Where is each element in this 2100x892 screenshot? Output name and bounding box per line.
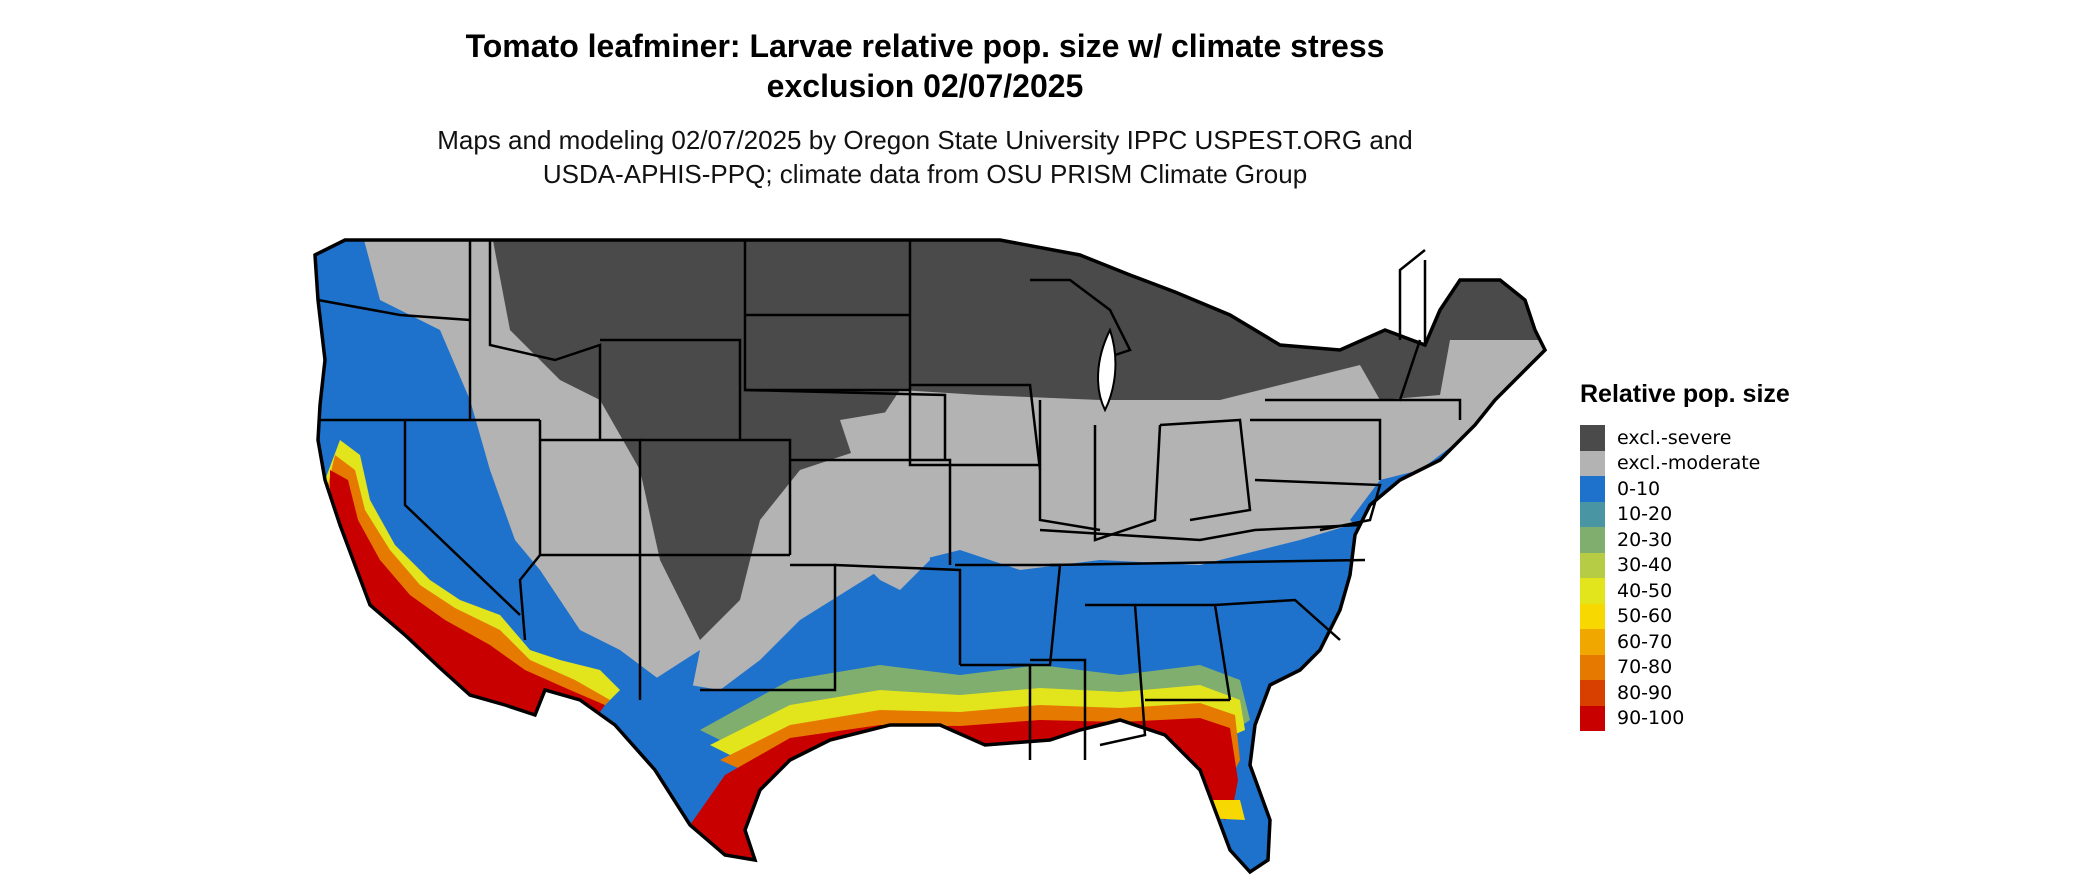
- pa-border: [1250, 418, 1382, 480]
- legend-label: 90-100: [1617, 707, 1685, 730]
- wy-border: [600, 338, 742, 440]
- co-border: [640, 438, 792, 555]
- va-border: [1254, 478, 1382, 532]
- legend-items: excl.-severe excl.-moderate 0-10 10-20 20-30…: [1580, 425, 1790, 731]
- oh-border: [1159, 418, 1252, 522]
- in-border: [1093, 424, 1162, 542]
- legend-item: 40-50: [1580, 578, 1790, 604]
- legend-label: 0-10: [1617, 477, 1661, 500]
- al-border: [1085, 603, 1147, 747]
- legend-swatch: [1580, 603, 1605, 629]
- legend-item: 30-40: [1580, 552, 1790, 578]
- legend-item: 0-10: [1580, 476, 1790, 502]
- map-subtitle-line2: USDA-APHIS-PPQ; climate data from OSU PR…: [542, 159, 1308, 189]
- legend-label: 70-80: [1617, 656, 1673, 679]
- legend-swatch: [1580, 705, 1605, 731]
- state-boundaries: [317, 240, 1462, 760]
- zone-0-10-south-florida: [1205, 820, 1270, 872]
- zone-90-100-southwest: [330, 470, 605, 715]
- ct-ri-ma-border: [1400, 398, 1462, 420]
- ia-border: [910, 383, 1042, 471]
- map-subtitle: Maps and modeling 02/07/2025 by Oregon S…: [0, 123, 1850, 191]
- zone-50-60-florida: [1200, 800, 1245, 820]
- legend-label: excl.-moderate: [1617, 452, 1761, 475]
- legend-swatch: [1580, 552, 1605, 578]
- map-title-line1: Tomato leafminer: Larvae relative pop. s…: [465, 28, 1385, 64]
- legend-label: 20-30: [1617, 528, 1673, 551]
- nm-tx-border: [700, 563, 837, 692]
- legend: Relative pop. size excl.-severe excl.-mod…: [1580, 380, 1790, 731]
- lake-michigan: [1097, 327, 1117, 413]
- legend-swatch: [1580, 425, 1605, 451]
- legend-swatch: [1580, 501, 1605, 527]
- legend-swatch: [1580, 476, 1605, 502]
- legend-swatch: [1580, 450, 1605, 476]
- legend-swatch: [1580, 654, 1605, 680]
- mt-id-wy-border: [488, 240, 602, 440]
- new-england-borders: [1398, 249, 1427, 345]
- legend-label: 10-20: [1617, 503, 1673, 526]
- legend-label: 60-70: [1617, 630, 1673, 653]
- legend-label: 80-90: [1617, 681, 1673, 704]
- map-subtitle-line1: Maps and modeling 02/07/2025 by Oregon S…: [437, 125, 1413, 155]
- legend-swatch: [1580, 629, 1605, 655]
- legend-swatch: [1580, 578, 1605, 604]
- legend-item: 80-90: [1580, 680, 1790, 706]
- il-border: [1038, 400, 1101, 532]
- legend-item: excl.-moderate: [1580, 450, 1790, 476]
- map-title-line2: exclusion 02/07/2025: [766, 68, 1084, 104]
- ks-border: [790, 458, 952, 565]
- zone-0-10-southwest: [630, 650, 700, 720]
- legend-label: 40-50: [1617, 579, 1673, 602]
- tn-south-border: [1049, 558, 1366, 567]
- ok-border: [834, 563, 962, 665]
- map-title: Tomato leafminer: Larvae relative pop. s…: [0, 26, 1850, 106]
- legend-label: excl.-severe: [1617, 426, 1732, 449]
- legend-item: 90-100: [1580, 705, 1790, 731]
- us-map: [313, 238, 1547, 874]
- legend-swatch: [1580, 680, 1605, 706]
- legend-item: 10-20: [1580, 501, 1790, 527]
- legend-label: 30-40: [1617, 554, 1673, 577]
- nv-ut-border: [518, 420, 542, 641]
- zone-excl-moderate-northeast: [1440, 340, 1545, 400]
- ms-border: [1030, 658, 1087, 760]
- legend-item: excl.-severe: [1580, 425, 1790, 451]
- zone-excl-moderate-plains: [860, 510, 930, 590]
- ne-border: [744, 388, 947, 460]
- zone-excl-moderate-midwest: [840, 395, 1360, 480]
- ca-nv-border: [403, 420, 521, 616]
- legend-item: 70-80: [1580, 654, 1790, 680]
- legend-item: 60-70: [1580, 629, 1790, 655]
- legend-item: 50-60: [1580, 603, 1790, 629]
- legend-title: Relative pop. size: [1580, 380, 1790, 408]
- legend-label: 50-60: [1617, 605, 1673, 628]
- ky-tn-line: [1039, 523, 1361, 542]
- wi-mi-border: [1030, 278, 1132, 362]
- wa-or-border: [317, 298, 471, 322]
- legend-swatch: [1580, 527, 1605, 553]
- mn-ia-border: [908, 240, 1040, 467]
- la-border: [960, 663, 1032, 760]
- legend-item: 20-30: [1580, 527, 1790, 553]
- sc-border: [1214, 598, 1341, 641]
